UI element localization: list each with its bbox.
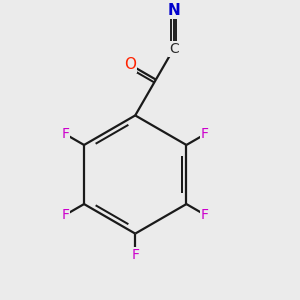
Text: F: F <box>131 248 139 262</box>
Text: N: N <box>167 3 180 18</box>
Text: O: O <box>124 57 136 72</box>
Text: C: C <box>169 42 178 56</box>
Text: F: F <box>61 208 70 222</box>
Text: F: F <box>201 208 209 222</box>
Text: F: F <box>61 127 70 141</box>
Text: F: F <box>201 127 209 141</box>
